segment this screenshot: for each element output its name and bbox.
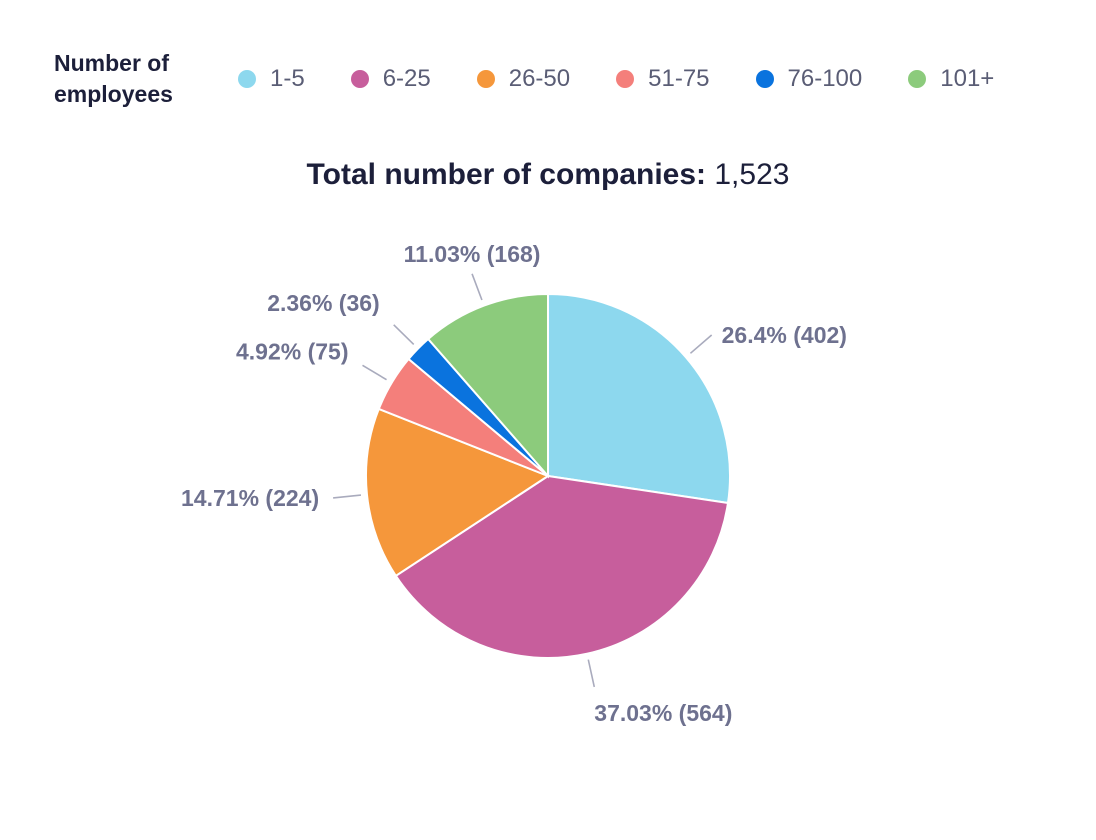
- slice-label-51-75: 4.92% (75): [236, 338, 349, 364]
- legend-dot: [616, 70, 635, 88]
- legend-label: 6-25: [382, 65, 431, 92]
- legend-dot: [476, 70, 495, 88]
- legend-dot: [908, 70, 927, 88]
- legend-items: 1-5 6-25 26-50 51-75 76-100 101+: [238, 65, 994, 93]
- legend-title-line2: employees: [54, 81, 173, 107]
- slice-label-76-100: 2.36% (36): [267, 290, 380, 316]
- legend-dot: [755, 70, 774, 88]
- legend-item-51-75[interactable]: 51-75: [616, 65, 710, 93]
- legend: Number of employees 1-5 6-25 26-50 51-75 76-…: [54, 48, 994, 110]
- legend-title-line1: Number of: [54, 50, 169, 76]
- pie-slice-1-5[interactable]: [547, 292, 731, 505]
- pie-slice-26-50[interactable]: [365, 407, 551, 578]
- label-connector-76-100: [393, 324, 415, 345]
- label-connector-26-50: [333, 494, 362, 499]
- legend-label: 76-100: [787, 65, 863, 92]
- legend-label: 1-5: [270, 65, 305, 92]
- legend-label: 101+: [940, 65, 995, 92]
- label-connector-51-75: [362, 364, 387, 381]
- legend-item-101+[interactable]: 101+: [908, 65, 994, 93]
- legend-item-76-100[interactable]: 76-100: [755, 65, 863, 93]
- legend-label: 51-75: [648, 65, 710, 92]
- slice-label-6-25: 37.03% (564): [594, 700, 732, 726]
- label-connector-6-25: [587, 659, 596, 688]
- slice-label-26-50: 14.71% (224): [181, 485, 319, 511]
- chart-title-label: Total number of companies:: [306, 158, 707, 191]
- legend-item-1-5[interactable]: 1-5: [238, 65, 305, 93]
- chart-title: Total number of companies: 1,523: [0, 158, 1096, 192]
- legend-title: Number of employees: [54, 48, 234, 110]
- legend-item-26-50[interactable]: 26-50: [476, 65, 571, 93]
- legend-dot: [238, 70, 256, 88]
- legend-item-6-25[interactable]: 6-25: [350, 65, 431, 93]
- chart-title-value: 1,523: [714, 158, 790, 191]
- pie-slice-101+[interactable]: [426, 292, 549, 479]
- label-connector-101+: [471, 273, 483, 301]
- legend-dot: [350, 70, 369, 88]
- slice-label-1-5: 26.4% (402): [722, 322, 847, 348]
- legend-label: 26-50: [508, 65, 571, 92]
- slice-label-101+: 11.03% (168): [404, 241, 541, 267]
- label-connector-1-5: [689, 334, 713, 354]
